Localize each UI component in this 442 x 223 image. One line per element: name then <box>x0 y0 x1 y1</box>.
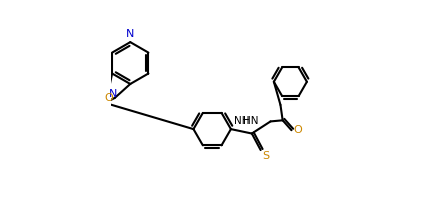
Text: HN: HN <box>244 116 259 126</box>
Text: O: O <box>105 93 114 103</box>
Text: N: N <box>126 29 134 39</box>
Text: S: S <box>263 151 270 161</box>
Text: NH: NH <box>234 116 249 126</box>
Text: N: N <box>109 89 117 99</box>
Text: O: O <box>293 125 302 135</box>
